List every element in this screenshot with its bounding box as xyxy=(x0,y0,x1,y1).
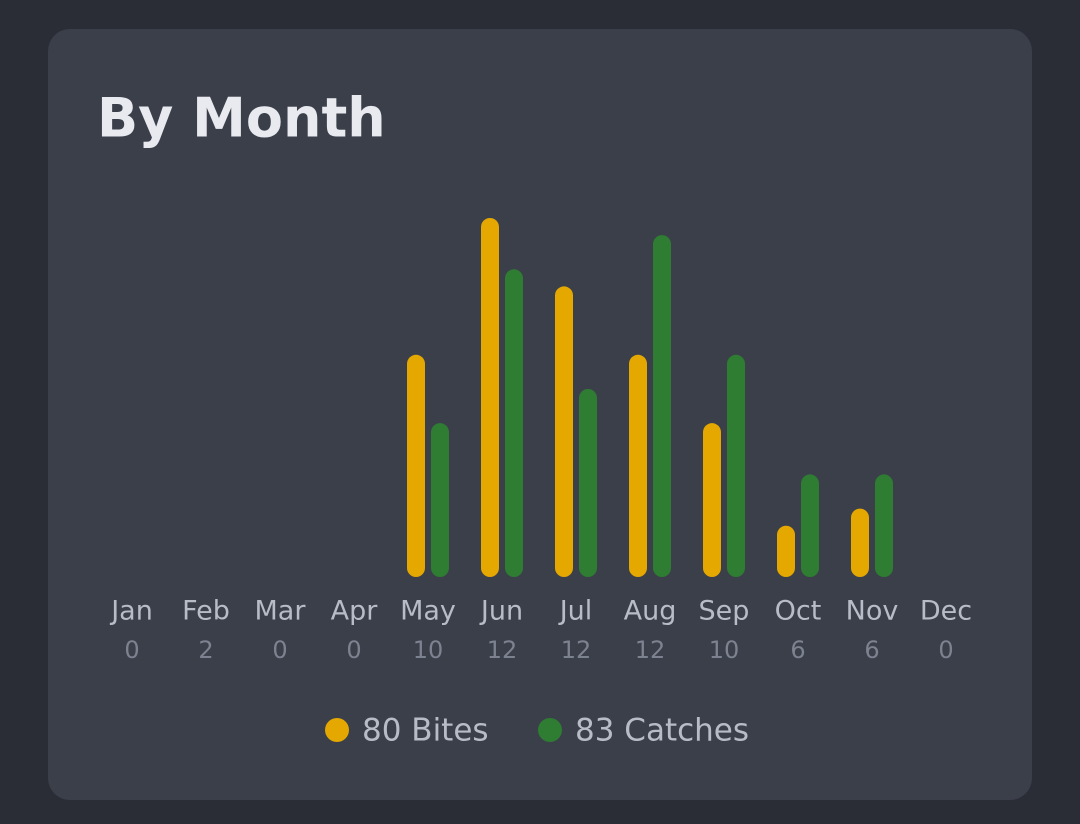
bar xyxy=(801,474,819,577)
x-tick-label: Nov xyxy=(846,596,899,627)
card xyxy=(48,29,1032,800)
bar xyxy=(431,423,449,577)
count-label: 12 xyxy=(635,636,666,664)
legend-label: 80 Bites xyxy=(362,713,489,749)
chart-title: By Month xyxy=(97,87,386,150)
x-tick-label: Apr xyxy=(331,596,379,627)
count-label: 10 xyxy=(413,636,444,664)
count-label: 0 xyxy=(124,636,139,664)
count-label: 0 xyxy=(346,636,361,664)
x-tick-label: Mar xyxy=(255,596,307,627)
count-label: 0 xyxy=(272,636,287,664)
count-label: 6 xyxy=(790,636,805,664)
x-tick-label: Jul xyxy=(558,596,593,627)
bar xyxy=(407,354,425,577)
bar xyxy=(777,525,795,577)
bar xyxy=(727,354,745,577)
bar xyxy=(703,423,721,577)
count-label: 2 xyxy=(198,636,213,664)
bar xyxy=(653,235,671,577)
count-label: 12 xyxy=(487,636,518,664)
count-label: 12 xyxy=(561,636,592,664)
bar xyxy=(875,474,893,577)
x-tick-label: Feb xyxy=(182,596,230,627)
x-tick-label: Oct xyxy=(775,596,822,627)
bar xyxy=(555,286,573,577)
bar xyxy=(505,269,523,577)
count-label: 10 xyxy=(709,636,740,664)
legend-marker xyxy=(325,718,349,742)
x-tick-label: Sep xyxy=(699,596,750,627)
x-tick-label: Aug xyxy=(624,596,677,627)
x-tick-label: May xyxy=(400,596,456,627)
x-tick-label: Jun xyxy=(479,596,523,627)
count-label: 6 xyxy=(864,636,879,664)
x-tick-label: Dec xyxy=(920,596,972,627)
legend-label: 83 Catches xyxy=(575,713,749,749)
bar xyxy=(851,508,869,577)
count-label: 0 xyxy=(938,636,953,664)
legend-marker xyxy=(538,718,562,742)
bar xyxy=(629,354,647,577)
x-tick-label: Jan xyxy=(109,596,153,627)
bar xyxy=(579,388,597,577)
bar xyxy=(481,218,499,577)
